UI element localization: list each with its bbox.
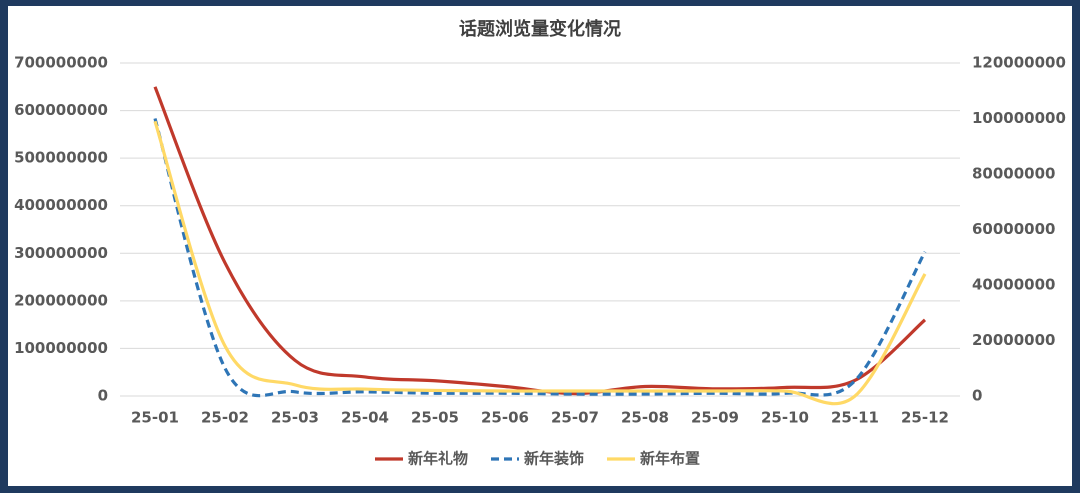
legend-label: 新年布置 xyxy=(640,450,700,468)
y-tick-label: 700000000 xyxy=(14,54,108,72)
y2-tick-label: 40000000 xyxy=(972,276,1056,294)
x-tick-label: 25-03 xyxy=(271,409,319,427)
y2-tick-label: 120000000 xyxy=(972,54,1066,72)
x-tick-label: 25-10 xyxy=(761,409,809,427)
y2-tick-label: 0 xyxy=(972,387,982,405)
x-tick-label: 25-02 xyxy=(201,409,249,427)
y-tick-label: 400000000 xyxy=(14,196,108,214)
x-tick-label: 25-07 xyxy=(551,409,599,427)
series-line xyxy=(153,120,927,406)
legend-label: 新年礼物 xyxy=(408,450,468,468)
x-tick-label: 25-06 xyxy=(481,409,529,427)
x-tick-label: 25-11 xyxy=(831,409,879,427)
y2-tick-label: 60000000 xyxy=(972,220,1056,238)
y-tick-label: 200000000 xyxy=(14,291,108,309)
y-tick-label: 600000000 xyxy=(14,101,108,119)
x-tick-label: 25-09 xyxy=(691,409,739,427)
y-tick-label: 300000000 xyxy=(14,244,108,262)
y-tick-label: 0 xyxy=(98,387,108,405)
legend-label: 新年装饰 xyxy=(524,450,584,468)
x-tick-label: 25-12 xyxy=(901,409,949,427)
y-tick-label: 100000000 xyxy=(14,339,108,357)
x-tick-label: 25-05 xyxy=(411,409,459,427)
y-tick-label: 500000000 xyxy=(14,149,108,167)
y2-tick-label: 100000000 xyxy=(972,109,1066,127)
chart-title: 话题浏览量变化情况 xyxy=(459,18,621,40)
x-tick-label: 25-04 xyxy=(341,409,389,427)
x-tick-label: 25-01 xyxy=(131,409,179,427)
series-line xyxy=(153,118,927,398)
y2-tick-label: 80000000 xyxy=(972,165,1056,183)
x-tick-label: 25-08 xyxy=(621,409,669,427)
series-line xyxy=(153,86,927,396)
y2-tick-label: 20000000 xyxy=(972,331,1056,349)
